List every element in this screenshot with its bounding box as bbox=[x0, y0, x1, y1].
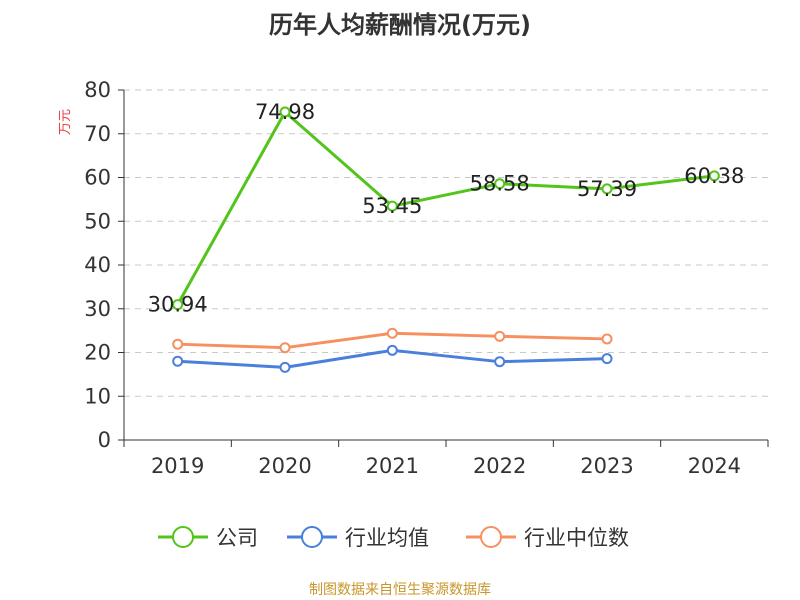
data-point bbox=[494, 178, 506, 190]
legend-label: 公司 bbox=[216, 526, 258, 550]
x-tick-label: 2022 bbox=[473, 454, 526, 478]
data-point bbox=[172, 299, 184, 311]
y-tick-label: 60 bbox=[84, 166, 111, 190]
data-point bbox=[494, 330, 506, 342]
data-label: 30.94 bbox=[148, 293, 208, 317]
data-point bbox=[601, 183, 613, 195]
y-tick-label: 40 bbox=[84, 253, 111, 277]
data-point bbox=[708, 170, 720, 182]
data-point bbox=[279, 106, 291, 118]
data-point bbox=[601, 353, 613, 365]
data-label: 60.38 bbox=[684, 164, 744, 188]
data-labels: 30.94 74.98 53.45 58.58 57.39 60.38 bbox=[148, 100, 745, 317]
y-tick-label: 80 bbox=[84, 78, 111, 102]
data-point bbox=[386, 344, 398, 356]
data-point bbox=[279, 342, 291, 354]
y-tick-label: 70 bbox=[84, 122, 111, 146]
y-axis-label: 万元 bbox=[58, 109, 73, 135]
data-point bbox=[494, 356, 506, 368]
x-tick-label: 2023 bbox=[580, 454, 633, 478]
series-lines bbox=[172, 106, 720, 373]
data-point bbox=[386, 327, 398, 339]
y-tick-label: 20 bbox=[84, 341, 111, 365]
axes: 0 10 20 30 40 50 60 70 80 2019 2020 2021 2022 2023 202… bbox=[84, 78, 769, 478]
legend-swatch-marker bbox=[301, 526, 323, 548]
legend-item-2: 行业中位数 bbox=[466, 526, 629, 550]
source-note: 制图数据来自恒生聚源数据库 bbox=[309, 582, 491, 598]
x-tick-label: 2020 bbox=[258, 454, 311, 478]
data-point bbox=[172, 338, 184, 350]
y-tick-label: 50 bbox=[84, 209, 111, 233]
data-label: 58.58 bbox=[470, 172, 530, 196]
x-tick-label: 2024 bbox=[688, 454, 741, 478]
data-point bbox=[601, 333, 613, 345]
legend-swatch-marker bbox=[480, 526, 502, 548]
x-tick-label: 2021 bbox=[366, 454, 419, 478]
x-tick-label: 2019 bbox=[151, 454, 204, 478]
legend: 公司 行业均值 行业中位数 bbox=[158, 526, 629, 550]
legend-item-1: 行业均值 bbox=[287, 526, 429, 550]
y-tick-label: 30 bbox=[84, 297, 111, 321]
chart-title: 历年人均薪酬情况(万元) bbox=[269, 11, 531, 39]
series-line-0 bbox=[176, 110, 715, 306]
data-point bbox=[172, 355, 184, 367]
y-tick-label: 0 bbox=[98, 428, 111, 452]
legend-label: 行业中位数 bbox=[524, 526, 629, 550]
legend-swatch-marker bbox=[172, 526, 194, 548]
legend-item-0: 公司 bbox=[158, 526, 258, 550]
data-point bbox=[386, 200, 398, 212]
data-label: 53.45 bbox=[362, 194, 422, 218]
y-tick-label: 10 bbox=[84, 384, 111, 408]
data-label: 74.98 bbox=[255, 100, 315, 124]
data-point bbox=[279, 361, 291, 373]
data-label: 57.39 bbox=[577, 177, 637, 201]
legend-label: 行业均值 bbox=[345, 526, 429, 550]
grid-lines bbox=[124, 89, 768, 397]
